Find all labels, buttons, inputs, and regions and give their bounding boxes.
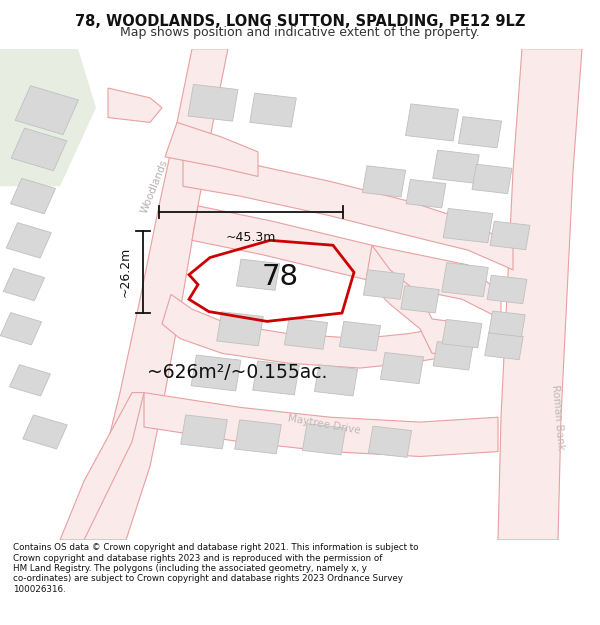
Polygon shape bbox=[364, 270, 404, 299]
Polygon shape bbox=[489, 311, 525, 337]
Polygon shape bbox=[144, 392, 498, 456]
Polygon shape bbox=[458, 117, 502, 148]
Polygon shape bbox=[406, 104, 458, 141]
Text: Woodlands: Woodlands bbox=[139, 158, 170, 214]
Polygon shape bbox=[302, 424, 346, 455]
Text: 78, WOODLANDS, LONG SUTTON, SPALDING, PE12 9LZ: 78, WOODLANDS, LONG SUTTON, SPALDING, PE… bbox=[75, 14, 525, 29]
Polygon shape bbox=[253, 361, 299, 395]
Polygon shape bbox=[490, 221, 530, 249]
Polygon shape bbox=[10, 178, 56, 214]
Polygon shape bbox=[442, 262, 488, 297]
Polygon shape bbox=[340, 321, 380, 351]
Polygon shape bbox=[0, 49, 96, 186]
Polygon shape bbox=[442, 319, 482, 348]
Polygon shape bbox=[183, 147, 513, 270]
Polygon shape bbox=[284, 318, 328, 349]
Text: 78: 78 bbox=[262, 263, 299, 291]
Polygon shape bbox=[78, 49, 228, 540]
Polygon shape bbox=[498, 49, 582, 540]
Text: Roman Bank: Roman Bank bbox=[550, 384, 566, 450]
Polygon shape bbox=[433, 150, 479, 183]
Text: ~626m²/~0.155ac.: ~626m²/~0.155ac. bbox=[147, 364, 328, 382]
Polygon shape bbox=[236, 259, 280, 291]
Text: Contains OS data © Crown copyright and database right 2021. This information is : Contains OS data © Crown copyright and d… bbox=[13, 543, 419, 594]
Polygon shape bbox=[192, 206, 501, 319]
Polygon shape bbox=[443, 209, 493, 242]
Polygon shape bbox=[60, 392, 144, 540]
Polygon shape bbox=[10, 364, 50, 396]
Text: ~45.3m: ~45.3m bbox=[226, 231, 276, 244]
Polygon shape bbox=[235, 420, 281, 454]
Polygon shape bbox=[191, 355, 241, 391]
Polygon shape bbox=[108, 88, 162, 122]
Polygon shape bbox=[487, 275, 527, 304]
Text: Map shows position and indicative extent of the property.: Map shows position and indicative extent… bbox=[120, 26, 480, 39]
Polygon shape bbox=[366, 245, 468, 353]
Polygon shape bbox=[181, 415, 227, 449]
Polygon shape bbox=[23, 415, 67, 449]
Polygon shape bbox=[401, 286, 439, 313]
Polygon shape bbox=[1, 312, 41, 345]
Polygon shape bbox=[433, 342, 473, 370]
Polygon shape bbox=[6, 222, 52, 258]
Polygon shape bbox=[165, 122, 258, 176]
Polygon shape bbox=[314, 365, 358, 396]
Text: Maytree Drive: Maytree Drive bbox=[287, 413, 361, 436]
Polygon shape bbox=[188, 84, 238, 121]
Polygon shape bbox=[4, 268, 44, 301]
Polygon shape bbox=[362, 166, 406, 197]
Polygon shape bbox=[472, 164, 512, 194]
Text: ~26.2m: ~26.2m bbox=[119, 247, 132, 297]
Polygon shape bbox=[217, 312, 263, 346]
Polygon shape bbox=[11, 128, 67, 171]
Polygon shape bbox=[162, 294, 468, 368]
Polygon shape bbox=[380, 352, 424, 384]
Polygon shape bbox=[250, 93, 296, 127]
Polygon shape bbox=[15, 86, 79, 134]
Polygon shape bbox=[406, 179, 446, 208]
Polygon shape bbox=[368, 426, 412, 458]
Polygon shape bbox=[485, 332, 523, 359]
